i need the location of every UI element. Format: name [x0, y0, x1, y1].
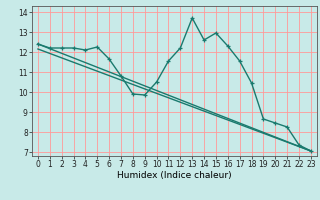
X-axis label: Humidex (Indice chaleur): Humidex (Indice chaleur): [117, 171, 232, 180]
